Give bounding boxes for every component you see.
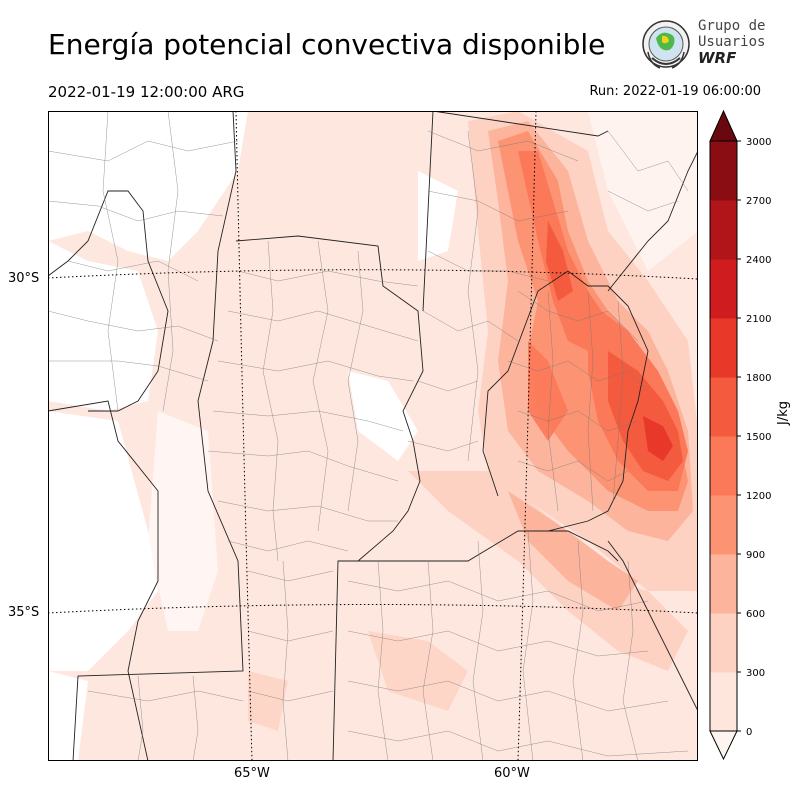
cape-field (48, 111, 698, 761)
department-borders (48, 111, 689, 761)
colorbar-tick-label: 2100 (746, 314, 771, 325)
colorbar-tick-label: 2400 (746, 255, 771, 266)
lon-label-65w: 65°W (234, 766, 270, 781)
colorbar-tick-label: 300 (746, 668, 765, 679)
valid-time: 2022-01-19 12:00:00 ARG (48, 83, 245, 101)
wrf-logo: Grupo de Usuarios WRF (638, 18, 778, 74)
logo-line1: Grupo de (698, 18, 766, 34)
colorbar-tick-label: 1500 (746, 432, 771, 443)
cape-map (48, 111, 698, 761)
colorbar-band (710, 554, 737, 614)
colorbar: 0 300 600 900 1200 1500 1800 2100 2400 2700 3000 (700, 105, 800, 765)
colorbar-band (710, 672, 737, 732)
lat-label-30s: 30°S (8, 271, 40, 286)
map-frame (48, 111, 698, 761)
page-title: Energía potencial convectiva disponible (48, 28, 606, 61)
colorbar-tick-label: 600 (746, 609, 765, 620)
run-time: Run: 2022-01-19 06:00:00 (589, 84, 761, 99)
logo-line3: WRF (698, 49, 737, 67)
globe-icon (642, 20, 690, 69)
logo-line2: Usuarios (698, 34, 766, 50)
colorbar-tick-label: 1800 (746, 373, 771, 384)
colorbar-tick-label: 0 (746, 727, 752, 738)
colorbar-tick-label: 1200 (746, 491, 771, 502)
colorbar-band (710, 318, 737, 378)
colorbar-band (710, 436, 737, 496)
colorbar-extend-max (709, 109, 738, 142)
colorbar-band (710, 200, 737, 260)
colorbar-band (710, 495, 737, 555)
colorbar-band (710, 613, 737, 673)
map-canvas (48, 111, 698, 761)
province-borders (48, 111, 698, 761)
colorbar-tick-label: 2700 (746, 196, 771, 207)
colorbar-band (710, 141, 737, 201)
lat-label-35s: 35°S (8, 605, 40, 620)
colorbar-tick-label: 3000 (746, 137, 771, 148)
colorbar-band (710, 377, 737, 437)
colorbar-extend-min (709, 730, 738, 761)
colorbar-band (710, 259, 737, 319)
graticule (48, 111, 698, 761)
colorbar-unit: J/kg (776, 401, 791, 425)
colorbar-svg: 0 300 600 900 1200 1500 1800 2100 2400 2700 3000 (709, 109, 771, 761)
colorbar-tick-label: 900 (746, 550, 765, 561)
lon-label-60w: 60°W (494, 766, 530, 781)
